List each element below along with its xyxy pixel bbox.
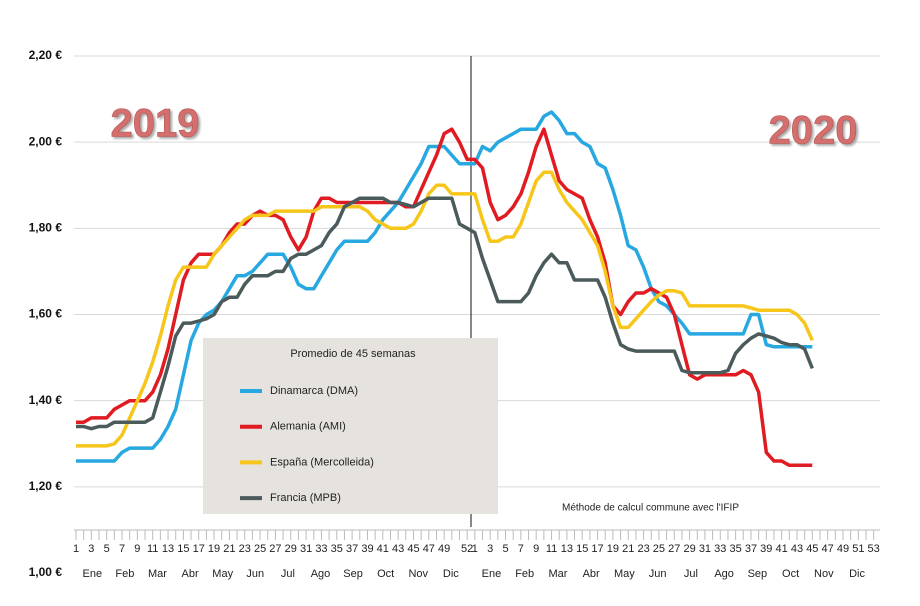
- month-label: Sep: [343, 568, 363, 580]
- x-tick-label: 27: [269, 543, 281, 555]
- x-tick-label: 43: [791, 543, 803, 555]
- x-tick-label: 11: [147, 543, 158, 555]
- month-label: Ene: [83, 568, 103, 580]
- x-tick-label: 41: [377, 543, 389, 555]
- month-label: Jul: [281, 568, 295, 580]
- x-tick-label: 13: [561, 543, 573, 555]
- x-tick-label: 17: [193, 543, 205, 555]
- x-tick-label: 5: [104, 543, 110, 555]
- x-tick-label: 9: [533, 543, 539, 555]
- y-tick-label: 1,60 €: [29, 307, 63, 321]
- month-label: Dic: [443, 568, 459, 580]
- y-tick-label: 1,00 €: [29, 565, 63, 579]
- month-label: May: [212, 568, 233, 580]
- series-line: [76, 110, 813, 463]
- x-tick-label: 43: [392, 543, 404, 555]
- x-tick-label: 23: [637, 543, 649, 555]
- year-annotation: 2019: [111, 102, 200, 146]
- series-line: [76, 196, 814, 431]
- x-tick-label: 31: [699, 543, 711, 555]
- legend-label: Dinamarca (DMA): [270, 385, 358, 397]
- series-line: [76, 127, 813, 468]
- x-tick-label: 23: [239, 543, 251, 555]
- month-label: Ago: [714, 568, 734, 580]
- x-tick-label: 7: [518, 543, 524, 555]
- month-label: Ago: [311, 568, 331, 580]
- y-tick-label: 1,20 €: [29, 479, 63, 493]
- month-label: Abr: [182, 568, 199, 580]
- month-label: Feb: [515, 568, 534, 580]
- x-tick-label: 49: [438, 543, 450, 555]
- x-tick-label: 27: [668, 543, 680, 555]
- x-tick-label: 37: [745, 543, 757, 555]
- x-tick-label: 52: [461, 543, 473, 555]
- x-tick-label: 21: [622, 543, 634, 555]
- x-tick-label: 5: [502, 543, 508, 555]
- x-tick-label: 33: [315, 543, 327, 555]
- x-tick-label: 3: [487, 543, 493, 555]
- y-tick-label: 1,40 €: [29, 393, 63, 407]
- legend-label: España (Mercolleida): [270, 456, 374, 468]
- x-tick-label: 11: [546, 543, 557, 555]
- month-label: Mar: [548, 568, 567, 580]
- y-tick-label: 2,20 €: [29, 48, 63, 62]
- x-tick-label: 41: [776, 543, 788, 555]
- month-label: Jul: [684, 568, 698, 580]
- x-tick-label: 1: [73, 543, 79, 555]
- x-tick-label: 17: [591, 543, 603, 555]
- x-tick-label: 33: [714, 543, 726, 555]
- x-tick-label: 37: [346, 543, 358, 555]
- month-label: Oct: [782, 568, 799, 580]
- x-tick-label: 45: [407, 543, 419, 555]
- month-label: Nov: [408, 568, 428, 580]
- x-tick-label: 31: [300, 543, 312, 555]
- x-tick-label: 19: [607, 543, 619, 555]
- x-tick-label: 49: [837, 543, 849, 555]
- month-label: Ene: [482, 568, 502, 580]
- month-label: Nov: [814, 568, 834, 580]
- y-tick-label: 1,80 €: [29, 221, 63, 235]
- x-tick-label: 47: [822, 543, 834, 555]
- x-tick-label: 13: [162, 543, 174, 555]
- x-tick-label: 45: [806, 543, 818, 555]
- x-tick-label: 35: [331, 543, 343, 555]
- y-tick-label: 2,00 €: [29, 134, 63, 148]
- x-tick-label: 1: [472, 543, 478, 555]
- x-tick-label: 35: [729, 543, 741, 555]
- x-tick-label: 39: [760, 543, 772, 555]
- x-tick-label: 15: [576, 543, 588, 555]
- month-label: May: [614, 568, 635, 580]
- x-tick-label: 39: [361, 543, 373, 555]
- x-tick-label: 47: [423, 543, 435, 555]
- x-tick-label: 51: [852, 543, 864, 555]
- x-tick-label: 29: [285, 543, 297, 555]
- x-tick-label: 19: [208, 543, 220, 555]
- legend-title: Promedio de 45 semanas: [290, 348, 416, 360]
- month-label: Dic: [849, 568, 865, 580]
- legend-label: Francia (MPB): [270, 492, 341, 504]
- legend-label: Alemania (AMI): [270, 421, 346, 433]
- note: Méthode de calcul commune avec l'IFIP: [562, 503, 739, 514]
- x-tick-label: 9: [134, 543, 140, 555]
- month-label: Sep: [748, 568, 768, 580]
- x-tick-label: 25: [653, 543, 665, 555]
- x-tick-label: 15: [177, 543, 189, 555]
- month-label: Jun: [246, 568, 264, 580]
- month-label: Abr: [583, 568, 600, 580]
- series-line: [76, 170, 814, 448]
- x-tick-label: 7: [119, 543, 125, 555]
- month-label: Jun: [649, 568, 667, 580]
- x-tick-label: 53: [868, 543, 880, 555]
- month-label: Mar: [148, 568, 167, 580]
- year-annotation: 2020: [769, 109, 858, 153]
- x-tick-label: 3: [88, 543, 94, 555]
- x-tick-label: 25: [254, 543, 266, 555]
- month-label: Feb: [115, 568, 134, 580]
- month-label: Oct: [377, 568, 394, 580]
- x-tick-label: 21: [223, 543, 235, 555]
- x-tick-label: 29: [683, 543, 695, 555]
